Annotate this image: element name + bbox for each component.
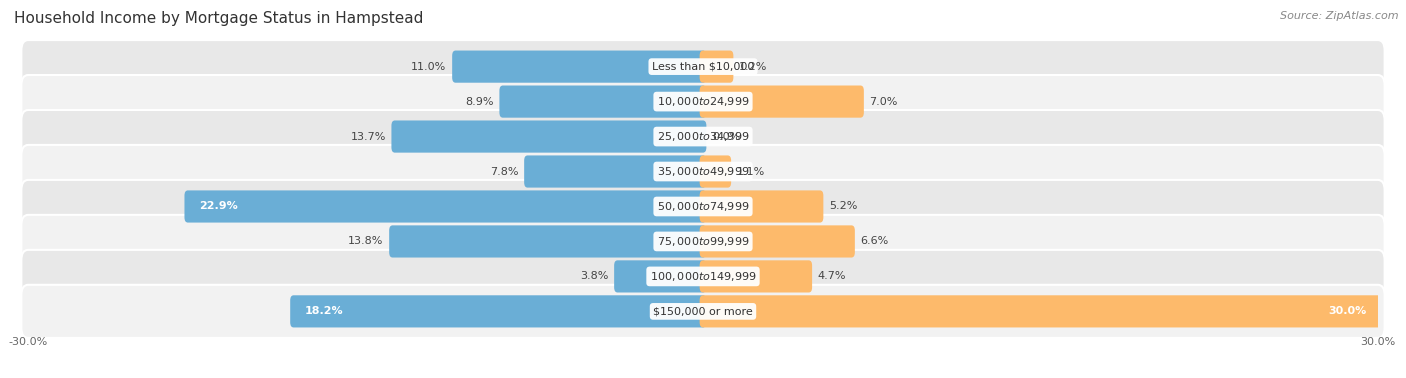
Text: 3.8%: 3.8% [581, 271, 609, 281]
FancyBboxPatch shape [614, 260, 706, 293]
Text: 13.8%: 13.8% [349, 237, 384, 246]
FancyBboxPatch shape [21, 110, 1385, 163]
FancyBboxPatch shape [21, 75, 1385, 128]
FancyBboxPatch shape [700, 225, 855, 257]
FancyBboxPatch shape [700, 155, 731, 187]
FancyBboxPatch shape [453, 51, 706, 83]
Text: $25,000 to $34,999: $25,000 to $34,999 [657, 130, 749, 143]
Text: $35,000 to $49,999: $35,000 to $49,999 [657, 165, 749, 178]
Text: Household Income by Mortgage Status in Hampstead: Household Income by Mortgage Status in H… [14, 11, 423, 26]
Text: 22.9%: 22.9% [200, 201, 238, 211]
FancyBboxPatch shape [700, 85, 863, 118]
FancyBboxPatch shape [389, 225, 706, 257]
FancyBboxPatch shape [700, 191, 824, 223]
FancyBboxPatch shape [21, 145, 1385, 198]
FancyBboxPatch shape [290, 295, 706, 327]
FancyBboxPatch shape [21, 250, 1385, 303]
FancyBboxPatch shape [700, 51, 734, 83]
Text: 1.2%: 1.2% [740, 62, 768, 71]
FancyBboxPatch shape [21, 285, 1385, 338]
Text: 30.0%: 30.0% [1329, 307, 1367, 316]
Text: $75,000 to $99,999: $75,000 to $99,999 [657, 235, 749, 248]
Text: $150,000 or more: $150,000 or more [654, 307, 752, 316]
FancyBboxPatch shape [21, 180, 1385, 233]
Text: $50,000 to $74,999: $50,000 to $74,999 [657, 200, 749, 213]
FancyBboxPatch shape [184, 191, 706, 223]
Text: 11.0%: 11.0% [412, 62, 447, 71]
Text: $10,000 to $24,999: $10,000 to $24,999 [657, 95, 749, 108]
FancyBboxPatch shape [21, 215, 1385, 268]
Text: 4.7%: 4.7% [818, 271, 846, 281]
Text: 7.0%: 7.0% [869, 97, 898, 107]
FancyBboxPatch shape [700, 260, 813, 293]
Text: Less than $10,000: Less than $10,000 [652, 62, 754, 71]
FancyBboxPatch shape [524, 155, 706, 187]
FancyBboxPatch shape [21, 40, 1385, 93]
FancyBboxPatch shape [499, 85, 706, 118]
FancyBboxPatch shape [700, 295, 1381, 327]
FancyBboxPatch shape [391, 121, 706, 153]
Text: 1.1%: 1.1% [737, 167, 765, 177]
Text: 7.8%: 7.8% [491, 167, 519, 177]
Text: 5.2%: 5.2% [830, 201, 858, 211]
Text: 18.2%: 18.2% [305, 307, 343, 316]
Text: 6.6%: 6.6% [860, 237, 889, 246]
Text: Source: ZipAtlas.com: Source: ZipAtlas.com [1281, 11, 1399, 21]
Text: $100,000 to $149,999: $100,000 to $149,999 [650, 270, 756, 283]
Text: 0.0%: 0.0% [711, 132, 740, 141]
Text: 13.7%: 13.7% [350, 132, 385, 141]
Text: 8.9%: 8.9% [465, 97, 494, 107]
